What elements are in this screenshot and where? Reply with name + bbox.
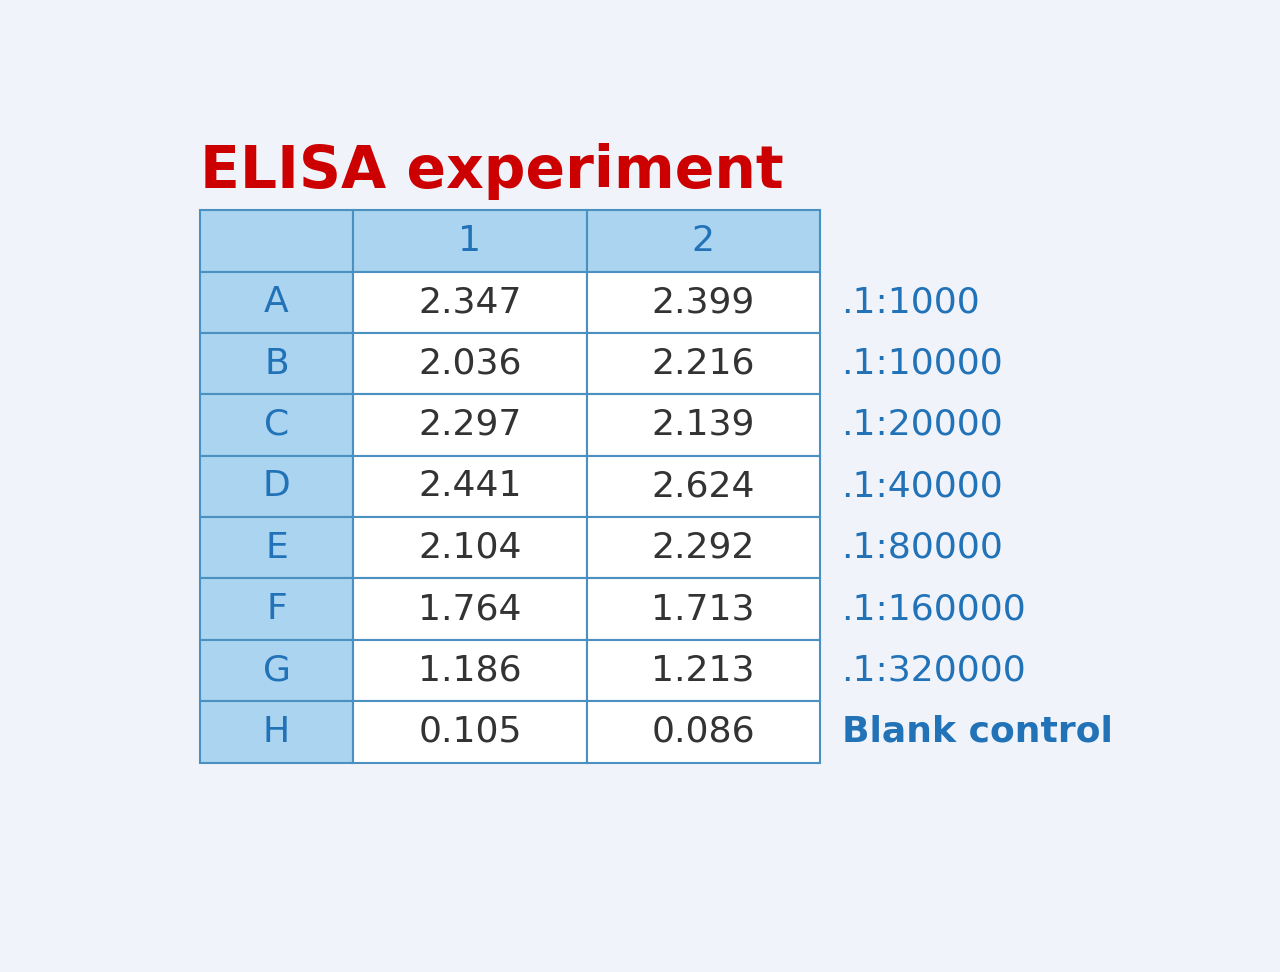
Text: .1:10000: .1:10000 [841,347,1004,381]
Text: 2.036: 2.036 [419,347,522,381]
FancyBboxPatch shape [353,395,586,456]
Text: D: D [262,469,291,503]
FancyBboxPatch shape [200,456,353,517]
Text: .1:40000: .1:40000 [841,469,1004,503]
FancyBboxPatch shape [586,701,819,763]
FancyBboxPatch shape [353,701,586,763]
Text: 1.764: 1.764 [419,592,522,626]
FancyBboxPatch shape [353,640,586,701]
FancyBboxPatch shape [200,701,353,763]
Text: .1:80000: .1:80000 [841,531,1004,565]
Text: 2.292: 2.292 [652,531,755,565]
FancyBboxPatch shape [586,210,819,271]
Text: Blank control: Blank control [841,714,1112,748]
Text: A: A [264,285,289,319]
Text: 1.713: 1.713 [652,592,755,626]
FancyBboxPatch shape [200,395,353,456]
Text: 2: 2 [691,224,714,258]
Text: ELISA experiment: ELISA experiment [200,143,783,200]
FancyBboxPatch shape [353,271,586,333]
Text: .1:160000: .1:160000 [841,592,1027,626]
Text: 2.347: 2.347 [419,285,522,319]
Text: E: E [265,531,288,565]
Text: 2.297: 2.297 [419,408,522,442]
FancyBboxPatch shape [353,517,586,578]
Text: 1: 1 [458,224,481,258]
Text: .1:320000: .1:320000 [841,653,1027,687]
FancyBboxPatch shape [353,333,586,395]
Text: 2.441: 2.441 [419,469,522,503]
FancyBboxPatch shape [353,456,586,517]
Text: C: C [264,408,289,442]
Text: 0.105: 0.105 [419,714,522,748]
Text: B: B [264,347,289,381]
FancyBboxPatch shape [353,578,586,640]
Text: .1:1000: .1:1000 [841,285,980,319]
Text: 2.139: 2.139 [652,408,755,442]
FancyBboxPatch shape [200,333,353,395]
FancyBboxPatch shape [200,517,353,578]
FancyBboxPatch shape [586,271,819,333]
Text: F: F [266,592,287,626]
FancyBboxPatch shape [586,333,819,395]
Text: 2.624: 2.624 [652,469,755,503]
Text: G: G [262,653,291,687]
FancyBboxPatch shape [200,640,353,701]
FancyBboxPatch shape [586,517,819,578]
Text: 1.213: 1.213 [652,653,755,687]
Text: 2.216: 2.216 [652,347,755,381]
FancyBboxPatch shape [353,210,586,271]
FancyBboxPatch shape [586,395,819,456]
Text: .1:20000: .1:20000 [841,408,1004,442]
Text: 1.186: 1.186 [419,653,522,687]
FancyBboxPatch shape [586,456,819,517]
FancyBboxPatch shape [200,271,353,333]
Text: 0.086: 0.086 [652,714,755,748]
FancyBboxPatch shape [200,210,353,271]
FancyBboxPatch shape [200,578,353,640]
Text: 2.104: 2.104 [419,531,522,565]
FancyBboxPatch shape [586,640,819,701]
FancyBboxPatch shape [586,578,819,640]
Text: H: H [262,714,291,748]
Text: 2.399: 2.399 [652,285,755,319]
